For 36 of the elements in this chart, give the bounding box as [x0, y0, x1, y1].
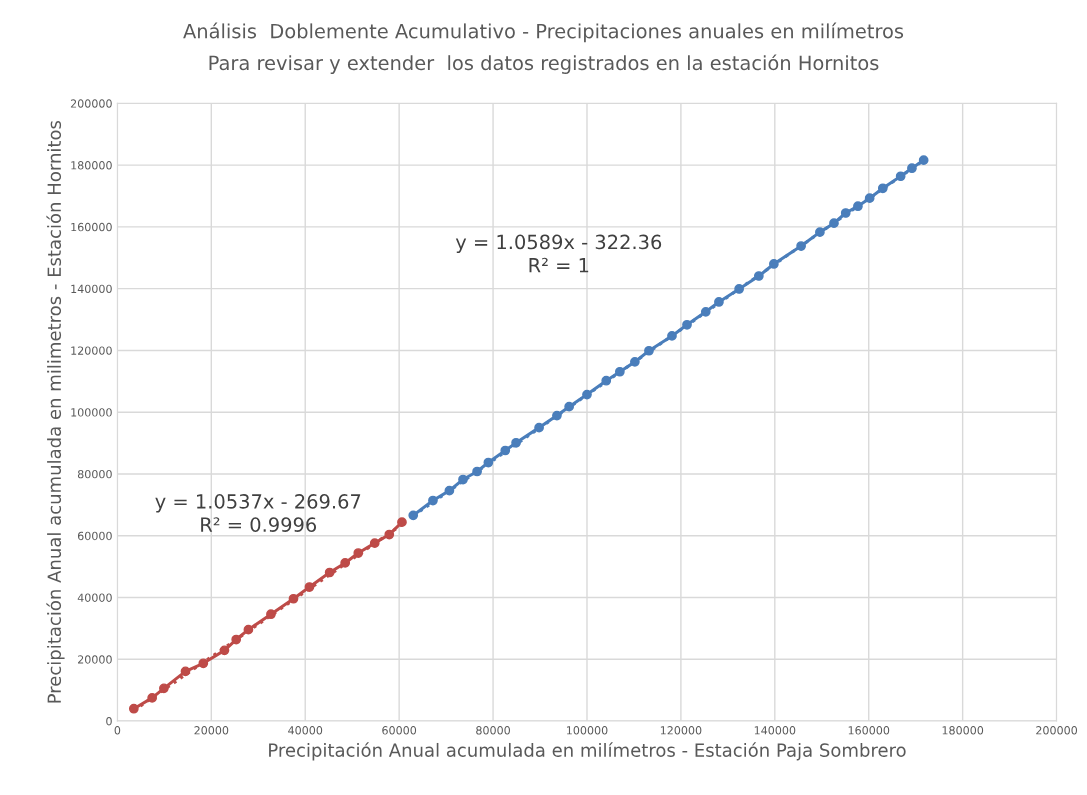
y-tick-label: 160000	[71, 222, 112, 232]
point	[714, 297, 724, 307]
y-tick-label: 180000	[71, 161, 112, 170]
chart-subtitle: Para revisar y extender los datos registrados en la estación Hornitos	[209, 54, 879, 74]
y-tick-label: 40000	[77, 593, 112, 602]
y-tick-label: 20000	[78, 655, 112, 664]
x-tick-label: 60000	[382, 726, 417, 735]
point	[796, 241, 806, 251]
y-tick-label: 120000	[71, 346, 112, 355]
point	[682, 319, 692, 330]
x-tick-label: 140000	[754, 726, 796, 735]
point	[753, 271, 764, 281]
x-tick-label: 40000	[288, 726, 323, 735]
x-tick-label: 180000	[942, 726, 984, 735]
y-tick-label: 140000	[71, 284, 112, 294]
y-axis-title: Precipitación Anual acumulada en milimetros - Estación Hornitos	[46, 120, 65, 703]
chart-title: Análisis Doblemente Acumulativo - Precipitaciones anuales en milímetros	[183, 22, 904, 43]
annotation: y = 1.0589x - 322.36 R² = 1	[455, 234, 662, 273]
annotation: y = 1.0537x - 269.67 R² = 0.9996	[155, 494, 361, 532]
y-tick-label: 80000	[77, 469, 112, 479]
x-tick-label: 160000	[848, 726, 890, 735]
y-tick-label: 100000	[71, 408, 112, 417]
y-tick-label: 0	[106, 717, 112, 726]
x-axis-title: Precipitación Anual acumulada en milímetros - Estación Paja Sombrero	[269, 742, 906, 761]
x-tick-label: 200000	[1036, 726, 1078, 735]
x-tick-label: 80000	[476, 726, 510, 735]
point	[397, 517, 407, 528]
y-tick-label: 200000	[70, 99, 112, 108]
y-tick-label: 60000	[77, 531, 112, 541]
x-tick-label: 100000	[566, 726, 608, 735]
x-tick-label: 120000	[660, 726, 702, 735]
point	[918, 155, 929, 166]
point	[734, 284, 744, 294]
x-tick-label: 0	[114, 726, 121, 735]
x-tick-label: 20000	[194, 726, 229, 735]
point	[829, 218, 839, 229]
